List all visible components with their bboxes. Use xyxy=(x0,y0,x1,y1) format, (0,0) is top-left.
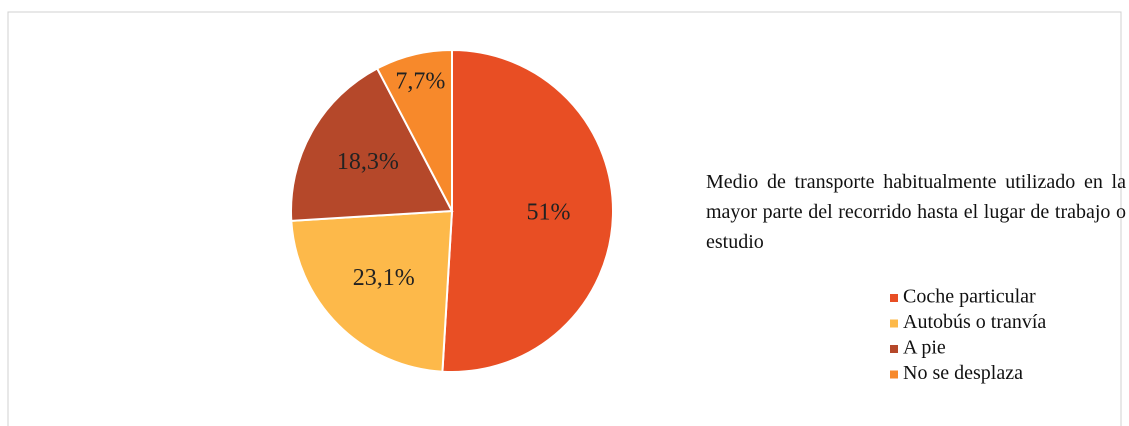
legend-swatch xyxy=(890,319,898,328)
data-label: 7,7% xyxy=(395,68,445,94)
legend-swatch xyxy=(890,370,898,379)
legend-label: No se desplaza xyxy=(903,362,1023,384)
data-label: 18,3% xyxy=(337,149,399,175)
data-label: 51% xyxy=(527,199,571,225)
chart-frame xyxy=(7,11,1122,426)
pie-slice xyxy=(375,48,453,212)
legend-label: A pie xyxy=(903,337,946,359)
chart-title: Medio de transporte habitualmente utiliz… xyxy=(706,171,1126,253)
pie-slice xyxy=(290,209,454,373)
legend-swatch xyxy=(890,345,898,353)
data-label: 23,1% xyxy=(353,265,415,291)
pie-slice xyxy=(290,67,454,222)
pie-slice xyxy=(441,48,614,373)
legend-label: Coche particular xyxy=(903,286,1036,308)
legend-label: Autobús o tranvía xyxy=(903,311,1046,333)
legend-swatch xyxy=(890,294,898,302)
